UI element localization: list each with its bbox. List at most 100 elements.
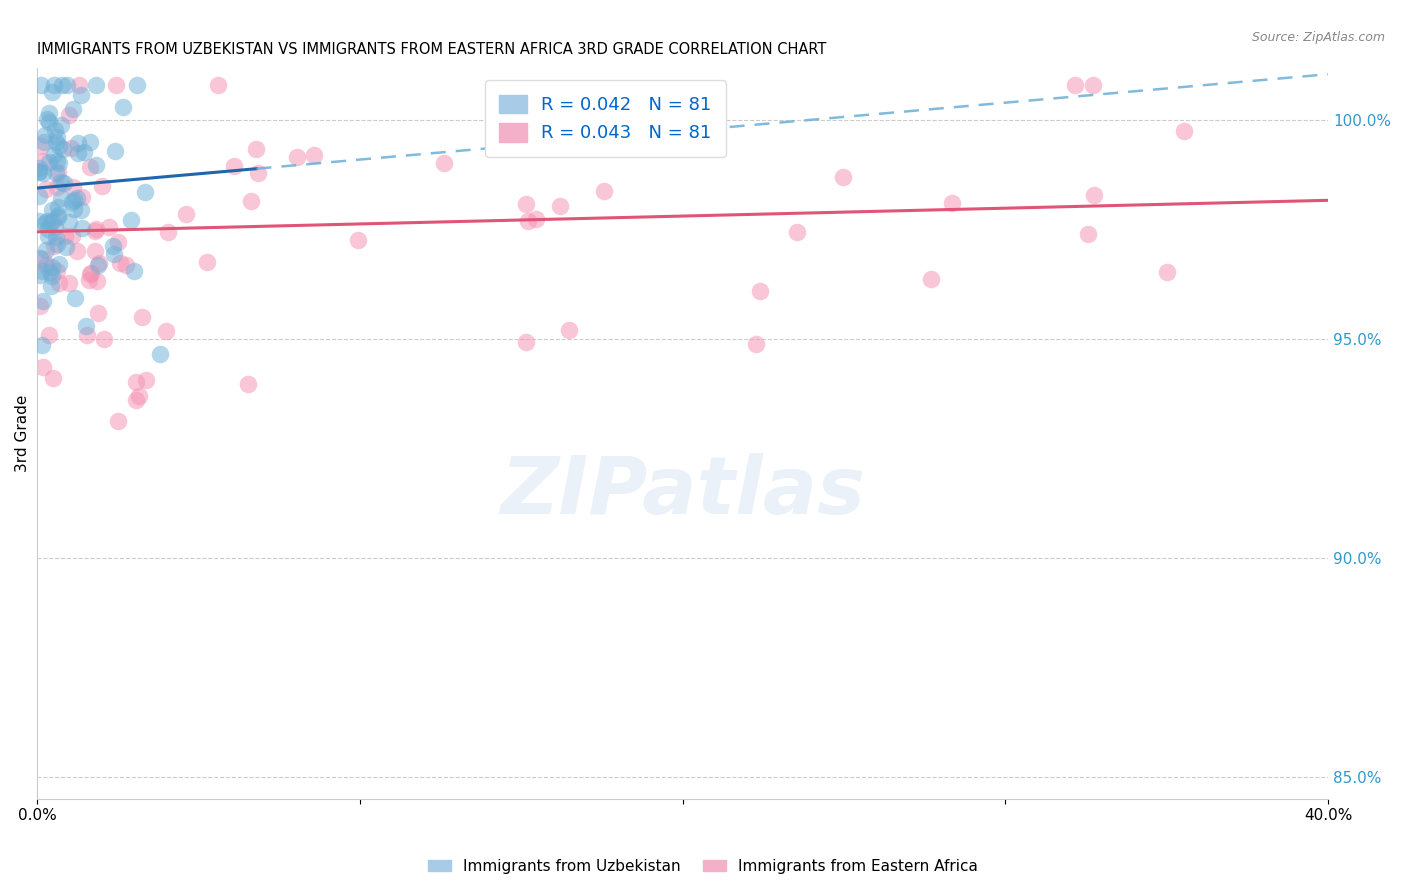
Legend: R = 0.042   N = 81, R = 0.043   N = 81: R = 0.042 N = 81, R = 0.043 N = 81	[485, 80, 725, 157]
Point	[62, 102, 84, 116]
Point	[53, 229, 76, 244]
Point	[49, 191, 72, 205]
Point	[41, 86, 63, 100]
Point	[79, 161, 101, 175]
Point	[49, 118, 72, 132]
Point	[46, 164, 69, 178]
Point	[128, 389, 150, 403]
Point	[27, 165, 49, 179]
Point	[32, 166, 55, 180]
Point	[35, 181, 58, 195]
Point	[28, 268, 51, 282]
Point	[51, 78, 73, 93]
Point	[48, 156, 70, 170]
Point	[207, 78, 229, 92]
Point	[524, 211, 547, 226]
Point	[83, 224, 105, 238]
Point	[124, 392, 146, 407]
Point	[48, 139, 70, 153]
Point	[83, 244, 105, 259]
Point	[115, 258, 138, 272]
Point	[1077, 227, 1099, 241]
Point	[236, 376, 259, 391]
Point	[55, 240, 77, 254]
Point	[245, 142, 267, 156]
Point	[67, 136, 90, 151]
Point	[122, 263, 145, 277]
Point	[49, 175, 72, 189]
Point	[58, 277, 80, 291]
Point	[84, 221, 107, 235]
Point	[246, 166, 269, 180]
Point	[86, 274, 108, 288]
Text: ZIPatlas: ZIPatlas	[501, 453, 865, 531]
Point	[149, 347, 172, 361]
Point	[30, 139, 52, 153]
Point	[31, 293, 53, 308]
Point	[42, 371, 65, 385]
Legend: Immigrants from Uzbekistan, Immigrants from Eastern Africa: Immigrants from Uzbekistan, Immigrants f…	[422, 853, 984, 880]
Point	[28, 164, 51, 178]
Point	[1064, 78, 1087, 92]
Point	[155, 324, 177, 338]
Point	[45, 230, 67, 244]
Point	[46, 200, 69, 214]
Point	[31, 263, 53, 277]
Point	[80, 266, 103, 280]
Point	[108, 255, 131, 269]
Point	[38, 105, 60, 120]
Point	[920, 272, 942, 286]
Point	[62, 180, 84, 194]
Point	[240, 194, 263, 208]
Point	[32, 154, 55, 169]
Point	[45, 129, 67, 144]
Point	[38, 115, 60, 129]
Point	[548, 198, 571, 212]
Point	[65, 291, 87, 305]
Point	[93, 332, 115, 346]
Point	[107, 414, 129, 428]
Point	[516, 213, 538, 227]
Point	[35, 112, 58, 126]
Point	[38, 265, 60, 279]
Point	[30, 299, 52, 313]
Point	[44, 147, 66, 161]
Point	[1083, 187, 1105, 202]
Y-axis label: 3rd Grade: 3rd Grade	[15, 394, 30, 472]
Point	[285, 150, 308, 164]
Point	[433, 156, 456, 170]
Point	[45, 135, 67, 149]
Point	[157, 225, 180, 239]
Point	[745, 337, 768, 351]
Point	[72, 189, 94, 203]
Point	[131, 310, 153, 325]
Point	[39, 214, 62, 228]
Point	[79, 135, 101, 149]
Point	[37, 228, 59, 243]
Point	[125, 375, 148, 389]
Point	[593, 184, 616, 198]
Point	[35, 258, 58, 272]
Point	[120, 213, 142, 227]
Point	[41, 260, 63, 274]
Point	[48, 276, 70, 290]
Point	[37, 214, 59, 228]
Point	[941, 195, 963, 210]
Point	[45, 263, 67, 277]
Point	[98, 220, 121, 235]
Point	[79, 268, 101, 282]
Point	[28, 251, 51, 265]
Point	[69, 203, 91, 218]
Point	[749, 285, 772, 299]
Point	[34, 128, 56, 142]
Point	[112, 100, 135, 114]
Point	[347, 233, 370, 247]
Point	[38, 327, 60, 342]
Point	[45, 180, 67, 194]
Point	[105, 78, 128, 92]
Point	[84, 158, 107, 172]
Point	[87, 258, 110, 272]
Point	[69, 88, 91, 103]
Point	[45, 166, 67, 180]
Point	[515, 196, 537, 211]
